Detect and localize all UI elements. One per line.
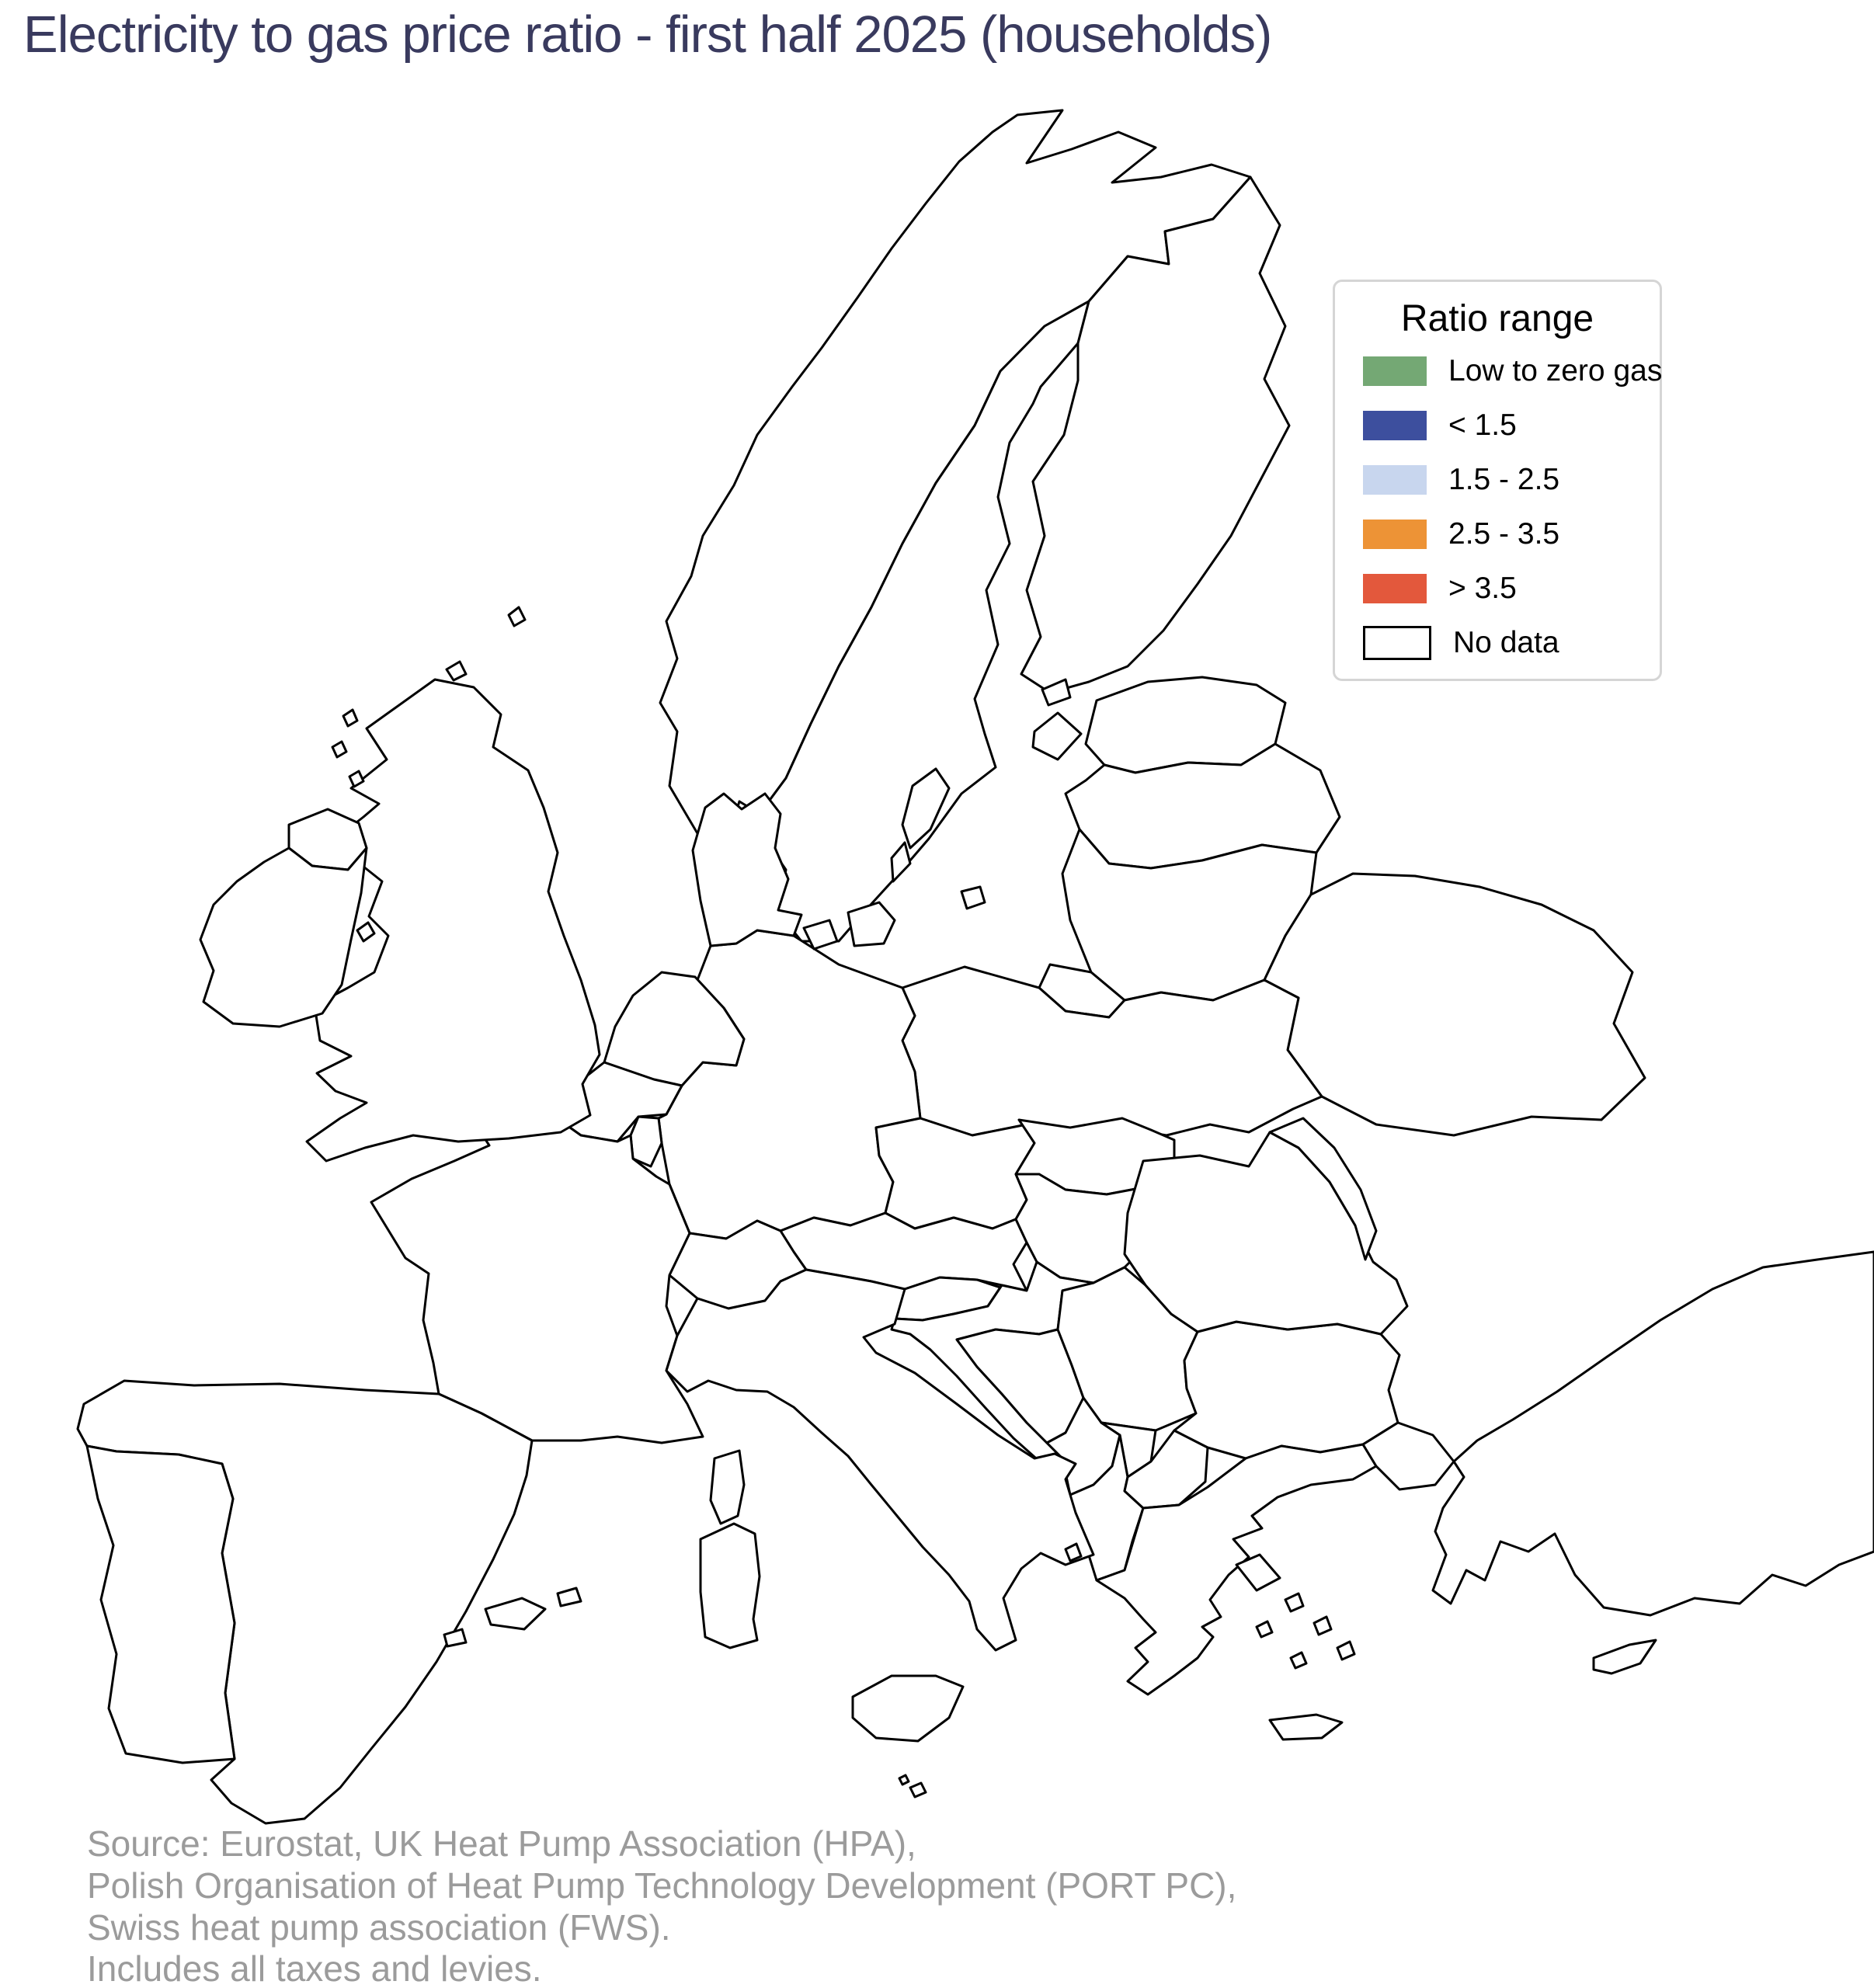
legend-item-2-5-3-5: 2.5 - 3.5 xyxy=(1363,517,1660,551)
source-line: Source: Eurostat, UK Heat Pump Associati… xyxy=(87,1823,916,1864)
country-italy xyxy=(665,1268,1095,1743)
country-portugal xyxy=(85,1444,236,1764)
country-moldova xyxy=(1268,1117,1378,1261)
legend-label: 1.5 - 2.5 xyxy=(1448,463,1560,496)
country-finland xyxy=(1020,176,1291,694)
country-turkey xyxy=(1361,1250,1874,1617)
legend-swatch-gt-3-5 xyxy=(1363,574,1427,603)
country-bulgaria xyxy=(1173,1320,1401,1460)
source-line: Swiss heat pump association (FWS). xyxy=(87,1906,671,1948)
country-malta xyxy=(898,1774,927,1799)
legend: Ratio range Low to zero gas < 1.5 1.5 - … xyxy=(1333,280,1662,681)
country-estonia xyxy=(1031,676,1287,774)
country-cyprus xyxy=(1592,1639,1657,1675)
country-ireland xyxy=(199,846,368,1028)
legend-swatch-lt-1-5 xyxy=(1363,411,1427,440)
country-czechia xyxy=(874,1117,1036,1230)
legend-label: 2.5 - 3.5 xyxy=(1448,517,1560,551)
legend-item-no-data: No data xyxy=(1363,626,1660,660)
country-isle-of-man xyxy=(356,921,376,943)
country-sweden xyxy=(758,300,1090,943)
legend-label: > 3.5 xyxy=(1448,572,1517,605)
legend-item-1-5-2-5: 1.5 - 2.5 xyxy=(1363,463,1660,497)
page-title: Electricity to gas price ratio - first h… xyxy=(23,5,1272,64)
legend-title: Ratio range xyxy=(1400,298,1594,339)
legend-swatch-no-data xyxy=(1363,626,1431,660)
country-luxembourg xyxy=(629,1115,663,1168)
legend-label: No data xyxy=(1453,626,1559,659)
country-denmark xyxy=(691,792,986,951)
source-line: Polish Organisation of Heat Pump Technol… xyxy=(87,1865,1237,1906)
legend-swatch-1-5-2-5 xyxy=(1363,465,1427,495)
country-germany xyxy=(657,929,922,1240)
legend-swatch-2-5-3-5 xyxy=(1363,520,1427,549)
country-north-macedonia xyxy=(1123,1429,1209,1510)
legend-swatch-low-to-zero-gas xyxy=(1363,356,1427,386)
legend-item-lt-1-5: < 1.5 xyxy=(1363,408,1660,443)
legend-label: Low to zero gas xyxy=(1448,354,1663,388)
source-note: Source: Eurostat, UK Heat Pump Associati… xyxy=(87,1823,1236,1988)
country-france xyxy=(370,1105,746,1525)
country-romania xyxy=(1123,1131,1409,1336)
country-united-kingdom xyxy=(287,606,601,1163)
legend-label: < 1.5 xyxy=(1448,408,1517,442)
legend-item-gt-3-5: > 3.5 xyxy=(1363,572,1660,606)
legend-item-low-to-zero-gas: Low to zero gas xyxy=(1363,354,1663,388)
source-line: Includes all taxes and levies. xyxy=(87,1948,542,1988)
country-greece xyxy=(1064,1443,1378,1741)
